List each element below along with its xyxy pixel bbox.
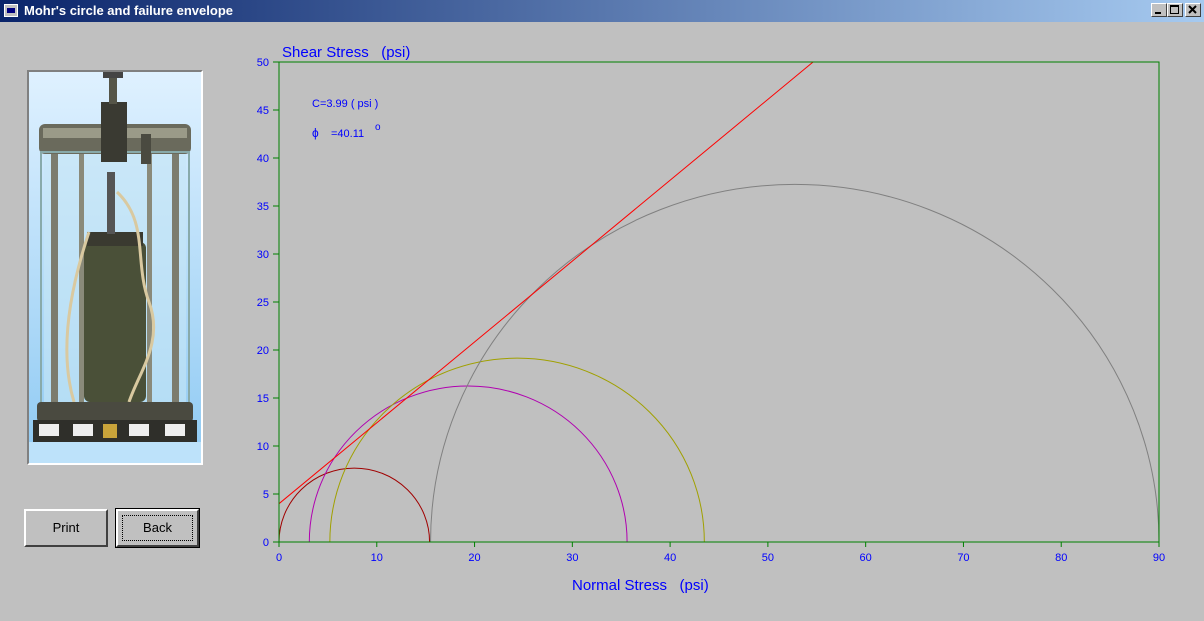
x-tick-label: 10: [371, 552, 383, 564]
y-tick-label: 30: [257, 249, 269, 261]
focus-rect: [122, 515, 193, 541]
app-icon[interactable]: [4, 4, 18, 17]
y-tick-label: 0: [263, 537, 269, 549]
mohr-circle-3: [329, 357, 705, 543]
close-button[interactable]: [1185, 3, 1201, 17]
back-button-label: Back: [143, 520, 172, 535]
x-tick-label: 90: [1153, 552, 1165, 564]
mohr-circle-1: [278, 467, 431, 543]
maximize-icon: [1170, 5, 1179, 14]
friction-angle-annotation: =40.11: [331, 128, 364, 140]
close-icon: [1188, 5, 1197, 14]
x-tick-label: 80: [1055, 552, 1067, 564]
x-axis-title: Normal Stress (psi): [572, 577, 709, 594]
degree-symbol: o: [375, 122, 381, 133]
y-tick-label: 5: [263, 489, 269, 501]
mohr-circle-2: [308, 385, 628, 543]
apparatus-image: [27, 70, 203, 465]
x-tick-label: 0: [276, 552, 282, 564]
y-tick-label: 20: [257, 345, 269, 357]
y-tick-label: 10: [257, 441, 269, 453]
y-tick-label: 50: [257, 57, 269, 69]
x-tick-label: 70: [957, 552, 969, 564]
x-tick-label: 50: [762, 552, 774, 564]
friction-angle-symbol: ϕ: [312, 126, 319, 140]
y-tick-label: 40: [257, 153, 269, 165]
y-tick-label: 35: [257, 201, 269, 213]
back-button[interactable]: Back: [115, 508, 200, 548]
window-title: Mohr's circle and failure envelope: [24, 3, 233, 18]
x-tick-label: 40: [664, 552, 676, 564]
y-tick-label: 25: [257, 297, 269, 309]
maximize-button[interactable]: [1167, 3, 1183, 17]
y-tick-label: 45: [257, 105, 269, 117]
failure-envelope-line: [278, 61, 814, 505]
x-tick-label: 20: [468, 552, 480, 564]
triaxial-cell-illustration: [29, 72, 201, 463]
plot-frame: [278, 61, 1160, 543]
mohr-circle-4: [430, 183, 1160, 543]
title-bar[interactable]: Mohr's circle and failure envelope: [0, 0, 1204, 22]
x-tick-label: 30: [566, 552, 578, 564]
print-button-label: Print: [52, 520, 80, 535]
y-tick-label: 15: [257, 393, 269, 405]
minimize-icon: [1155, 12, 1161, 14]
x-tick-label: 60: [860, 552, 872, 564]
y-axis-title: Shear Stress (psi): [282, 44, 410, 61]
cohesion-annotation: C=3.99 ( psi ): [312, 98, 378, 110]
minimize-button[interactable]: [1151, 3, 1167, 17]
print-button[interactable]: Print: [24, 509, 108, 547]
